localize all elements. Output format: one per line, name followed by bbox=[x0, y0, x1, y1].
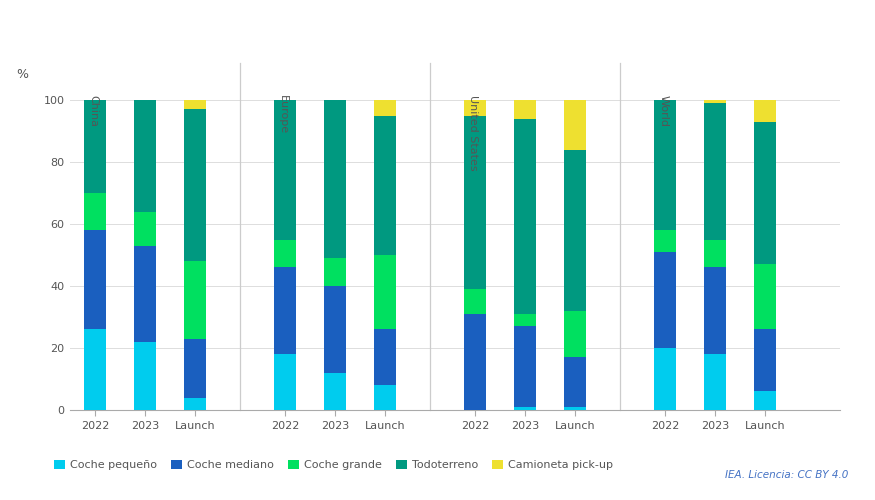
Bar bbox=[654, 100, 676, 230]
Bar bbox=[374, 116, 396, 255]
Legend: Coche pequeño, Coche mediano, Coche grande, Todoterreno, Camioneta pick-up: Coche pequeño, Coche mediano, Coche gran… bbox=[49, 455, 618, 474]
Bar bbox=[274, 354, 297, 410]
Bar bbox=[514, 326, 536, 407]
Bar bbox=[274, 100, 297, 239]
Bar bbox=[374, 255, 396, 330]
Bar bbox=[324, 286, 346, 373]
Bar bbox=[464, 314, 486, 410]
Bar bbox=[324, 373, 346, 410]
Bar bbox=[564, 311, 586, 358]
Bar bbox=[514, 407, 536, 410]
Bar bbox=[134, 212, 157, 246]
Bar bbox=[654, 348, 676, 410]
Bar bbox=[84, 100, 106, 193]
Bar bbox=[274, 240, 297, 268]
Bar bbox=[564, 150, 586, 311]
Bar bbox=[514, 314, 536, 326]
Bar bbox=[84, 230, 106, 330]
Bar bbox=[464, 100, 486, 116]
Bar bbox=[564, 100, 586, 150]
Bar bbox=[184, 398, 206, 410]
Bar bbox=[514, 100, 536, 118]
Bar bbox=[84, 330, 106, 410]
Bar bbox=[514, 118, 536, 314]
Text: United States: United States bbox=[468, 96, 479, 171]
Bar bbox=[753, 122, 776, 264]
Bar bbox=[184, 261, 206, 338]
Text: China: China bbox=[88, 96, 98, 128]
Text: IEA. Licencia: CC BY 4.0: IEA. Licencia: CC BY 4.0 bbox=[725, 470, 849, 480]
Bar bbox=[753, 264, 776, 330]
Bar bbox=[753, 330, 776, 392]
Bar bbox=[753, 392, 776, 410]
Bar bbox=[704, 103, 726, 240]
Bar bbox=[274, 268, 297, 354]
Bar bbox=[134, 342, 157, 410]
Bar bbox=[134, 246, 157, 342]
Bar bbox=[184, 110, 206, 261]
Bar bbox=[704, 100, 726, 103]
Bar bbox=[564, 358, 586, 407]
Bar bbox=[464, 116, 486, 289]
Bar bbox=[654, 252, 676, 348]
Bar bbox=[464, 289, 486, 314]
Bar bbox=[84, 193, 106, 230]
Bar bbox=[374, 100, 396, 116]
Bar bbox=[654, 230, 676, 252]
Bar bbox=[704, 240, 726, 268]
Text: World: World bbox=[658, 96, 668, 128]
Text: %: % bbox=[16, 68, 28, 82]
Bar bbox=[324, 100, 346, 258]
Bar bbox=[374, 385, 396, 410]
Bar bbox=[564, 407, 586, 410]
Bar bbox=[184, 100, 206, 110]
Bar bbox=[753, 100, 776, 122]
Bar bbox=[134, 100, 157, 212]
Bar bbox=[184, 338, 206, 398]
Bar bbox=[704, 354, 726, 410]
Bar bbox=[324, 258, 346, 286]
Bar bbox=[374, 330, 396, 385]
Text: Europe: Europe bbox=[278, 96, 288, 134]
Bar bbox=[704, 268, 726, 354]
